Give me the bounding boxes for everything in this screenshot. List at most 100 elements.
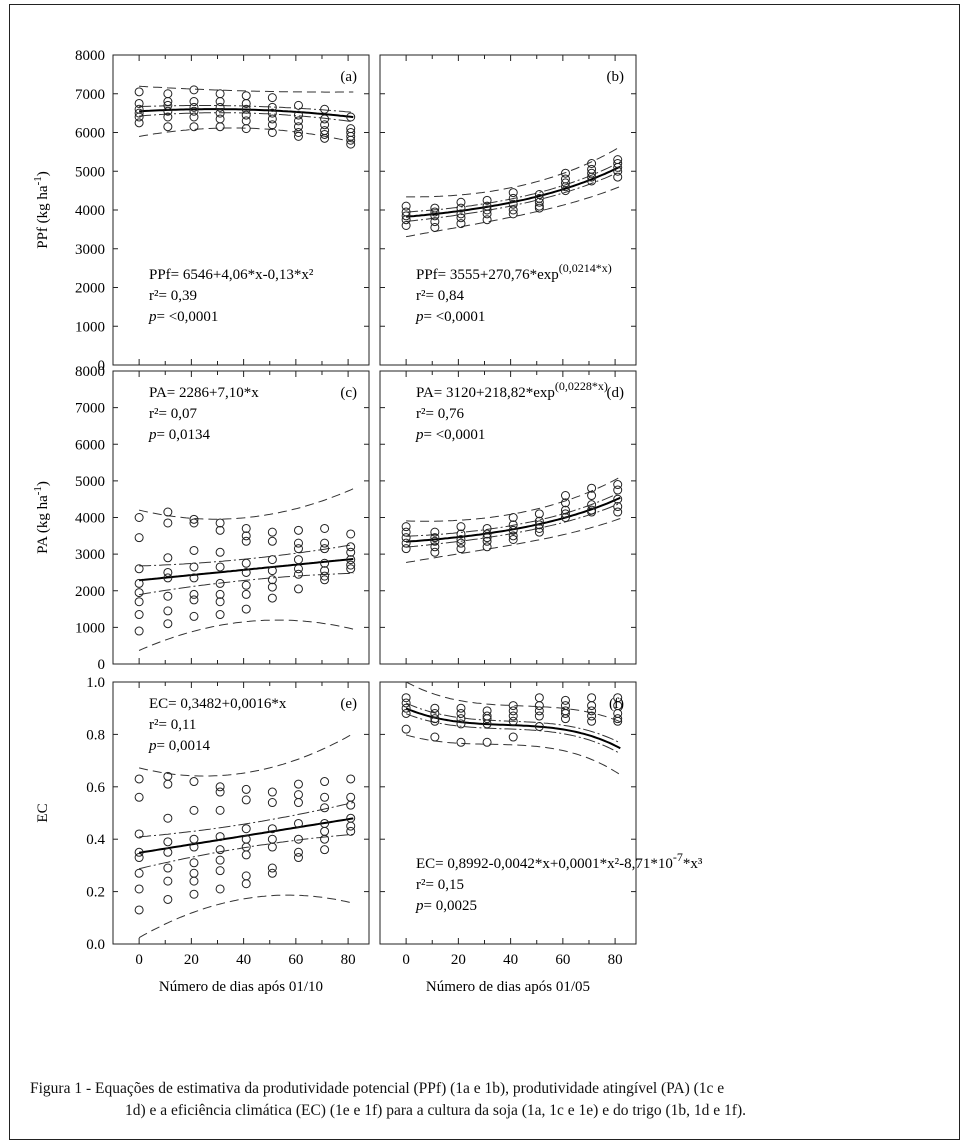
data-point <box>587 716 597 726</box>
data-point <box>587 491 597 501</box>
data-point <box>189 834 199 844</box>
data-point <box>482 215 492 225</box>
data-point <box>293 100 303 110</box>
data-point <box>134 112 144 122</box>
x-tick-label: 60 <box>288 952 303 968</box>
equation-text: EC= 0,3482+0,0016*x <box>149 696 287 712</box>
data-point <box>508 520 518 530</box>
x-tick-label: 20 <box>451 952 466 968</box>
data-point <box>613 172 623 182</box>
data-point <box>134 588 144 598</box>
data-point <box>320 571 330 581</box>
data-point <box>587 172 597 182</box>
data-point <box>241 523 251 533</box>
data-point <box>482 536 492 546</box>
data-point <box>346 555 356 565</box>
prediction-band-upper <box>138 488 354 520</box>
data-point <box>189 97 199 106</box>
data-point <box>189 562 199 572</box>
data-point <box>430 527 440 537</box>
data-point <box>346 821 356 831</box>
data-point <box>134 905 144 915</box>
data-point <box>134 792 144 802</box>
data-point <box>241 567 251 577</box>
data-point <box>134 98 144 108</box>
data-point <box>134 87 144 97</box>
panel-frame <box>112 681 370 945</box>
data-point <box>215 805 225 815</box>
data-point <box>293 798 303 808</box>
y-tick-label: 2000 <box>75 281 105 297</box>
data-point <box>560 505 570 515</box>
data-point <box>293 818 303 828</box>
data-point <box>613 166 623 176</box>
data-point <box>456 703 466 713</box>
data-point <box>508 701 518 711</box>
data-point <box>293 853 303 863</box>
data-point <box>430 542 440 552</box>
data-point <box>293 569 303 579</box>
data-point <box>241 91 251 101</box>
data-point <box>134 884 144 894</box>
data-point <box>189 514 199 524</box>
data-point <box>267 798 277 808</box>
data-point <box>482 714 492 724</box>
data-point <box>163 573 173 583</box>
data-point <box>241 536 251 546</box>
data-point <box>430 222 440 232</box>
data-point <box>293 555 303 565</box>
confidence-band-lower <box>405 713 621 755</box>
r-squared-text: r²= 0,76 <box>416 406 464 422</box>
prediction-band-lower <box>406 518 621 563</box>
data-point <box>163 507 173 517</box>
r-squared-text: r²= 0,39 <box>149 288 197 304</box>
data-point <box>134 847 144 857</box>
data-point <box>189 545 199 555</box>
y-tick-label: 1000 <box>75 620 105 636</box>
data-point <box>346 112 356 122</box>
data-point <box>267 93 277 103</box>
data-point <box>534 516 544 526</box>
panel-frame <box>379 681 637 945</box>
data-point <box>163 591 173 601</box>
data-point <box>189 122 199 132</box>
data-point <box>430 703 440 713</box>
data-point <box>215 832 225 842</box>
data-point <box>293 790 303 800</box>
data-point <box>482 542 492 552</box>
data-point <box>163 106 173 116</box>
data-point <box>320 558 330 568</box>
confidence-band-upper <box>406 491 621 537</box>
data-point <box>482 529 492 539</box>
equation-text: EC= 0,8992-0,0042*x+0,0001*x²-8,71*10-7*… <box>416 850 703 872</box>
prediction-band-upper <box>406 146 621 198</box>
data-point <box>163 112 173 122</box>
data-point <box>456 538 466 548</box>
x-tick-label: 20 <box>184 952 199 968</box>
data-point <box>163 518 173 528</box>
data-point <box>320 544 330 554</box>
data-point <box>293 538 303 548</box>
data-point <box>430 217 440 227</box>
figure-caption: Figura 1 - Equações de estimativa da pro… <box>30 1078 960 1122</box>
y-tick-label: 0.0 <box>86 937 105 953</box>
data-point <box>293 847 303 857</box>
data-point <box>215 597 225 607</box>
x-axis-label-right: Número de dias após 01/05 <box>426 979 590 995</box>
data-point <box>241 116 251 126</box>
data-point <box>346 139 356 149</box>
data-point <box>456 197 466 207</box>
data-point <box>189 611 199 621</box>
data-point <box>267 114 277 124</box>
panel-label: (d) <box>607 385 625 401</box>
panel-label: (a) <box>340 69 357 85</box>
x-axis-label-left: Número de dias após 01/10 <box>159 979 323 995</box>
data-point <box>320 803 330 813</box>
data-point <box>430 533 440 543</box>
data-point <box>320 120 330 130</box>
data-point <box>534 520 544 530</box>
data-point <box>215 102 225 112</box>
data-point <box>456 714 466 724</box>
data-point <box>267 868 277 878</box>
data-point <box>560 695 570 705</box>
